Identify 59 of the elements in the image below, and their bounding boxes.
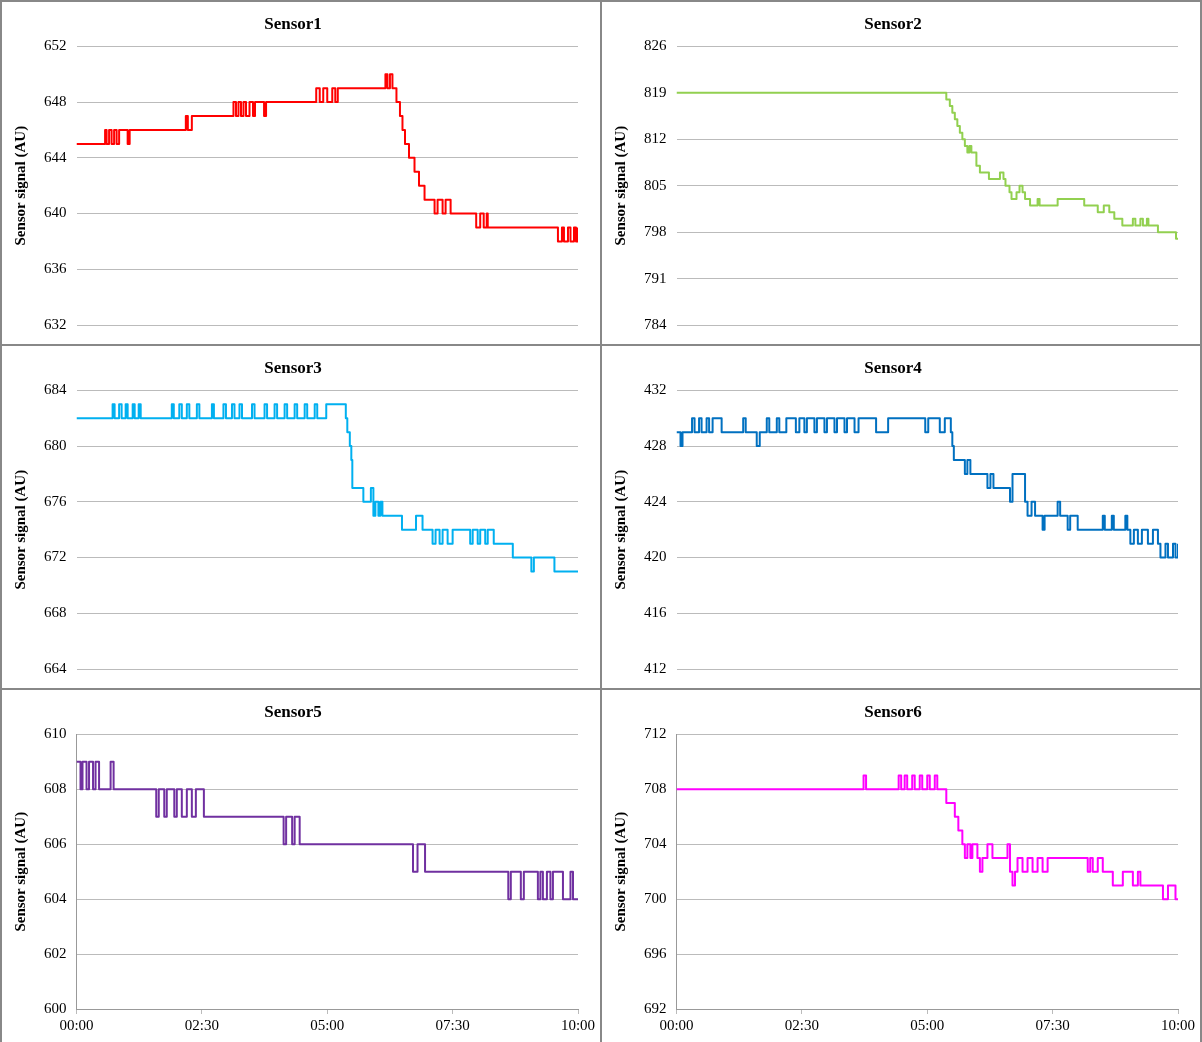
x-tick-label: 02:30 [184, 1016, 219, 1033]
y-tick-label: 692 [644, 999, 667, 1016]
y-tick-label: 812 [644, 130, 667, 147]
y-tick-label: 672 [44, 548, 67, 565]
y-tick-label: 420 [644, 548, 667, 565]
y-axis-title: Sensor signal (AU) [611, 469, 629, 590]
x-tick-label: 00:00 [659, 1016, 694, 1033]
y-tick-label: 798 [644, 223, 667, 240]
x-tick-label: 05:00 [310, 1016, 345, 1033]
y-tick-label: 664 [44, 659, 67, 676]
y-axis-title: Sensor signal (AU) [611, 125, 629, 246]
y-tick-label: 602 [44, 945, 67, 962]
y-tick-label: 805 [644, 176, 667, 193]
x-tick-label: 10:00 [560, 1016, 596, 1033]
y-tick-label: 644 [44, 148, 67, 165]
chart-title: Sensor1 [264, 13, 322, 33]
y-tick-label: 600 [44, 999, 67, 1016]
y-tick-label: 608 [44, 780, 67, 797]
chart-title: Sensor4 [864, 357, 923, 377]
y-tick-label: 412 [644, 659, 667, 676]
x-tick-label: 05:00 [910, 1016, 945, 1033]
chart-title: Sensor6 [864, 701, 922, 721]
chart-title: Sensor2 [864, 13, 922, 33]
y-tick-label: 416 [644, 604, 667, 621]
x-tick-label: 10:00 [1160, 1016, 1196, 1033]
x-tick-label: 07:30 [1035, 1016, 1070, 1033]
y-tick-label: 604 [44, 890, 67, 907]
y-tick-label: 712 [644, 725, 667, 742]
y-tick-label: 791 [644, 269, 667, 286]
x-tick-label: 07:30 [435, 1016, 470, 1033]
y-tick-label: 648 [44, 93, 67, 110]
y-tick-label: 826 [644, 37, 667, 54]
y-tick-label: 610 [44, 725, 67, 742]
y-tick-label: 652 [44, 37, 67, 54]
y-axis-title: Sensor signal (AU) [11, 469, 29, 590]
y-tick-label: 676 [44, 492, 67, 509]
y-tick-label: 640 [44, 204, 67, 221]
y-axis-title: Sensor signal (AU) [11, 811, 29, 932]
chart-title: Sensor5 [264, 701, 322, 721]
y-tick-label: 704 [644, 835, 667, 852]
y-tick-label: 606 [44, 835, 67, 852]
x-tick-label: 00:00 [59, 1016, 94, 1033]
y-tick-label: 424 [644, 492, 667, 509]
y-tick-label: 636 [44, 260, 67, 277]
y-tick-label: 696 [644, 945, 667, 962]
y-tick-label: 680 [44, 437, 67, 454]
y-tick-label: 428 [644, 437, 667, 454]
y-tick-label: 700 [644, 890, 667, 907]
x-tick-label: 02:30 [784, 1016, 819, 1033]
y-tick-label: 632 [44, 315, 67, 332]
y-axis-title: Sensor signal (AU) [611, 811, 629, 932]
y-tick-label: 668 [44, 604, 67, 621]
y-tick-label: 708 [644, 780, 667, 797]
chart-title: Sensor3 [264, 357, 322, 377]
y-tick-label: 784 [644, 315, 667, 332]
y-tick-label: 432 [644, 381, 667, 398]
y-axis-title: Sensor signal (AU) [11, 125, 29, 246]
y-tick-label: 684 [44, 381, 67, 398]
y-tick-label: 819 [644, 83, 667, 100]
